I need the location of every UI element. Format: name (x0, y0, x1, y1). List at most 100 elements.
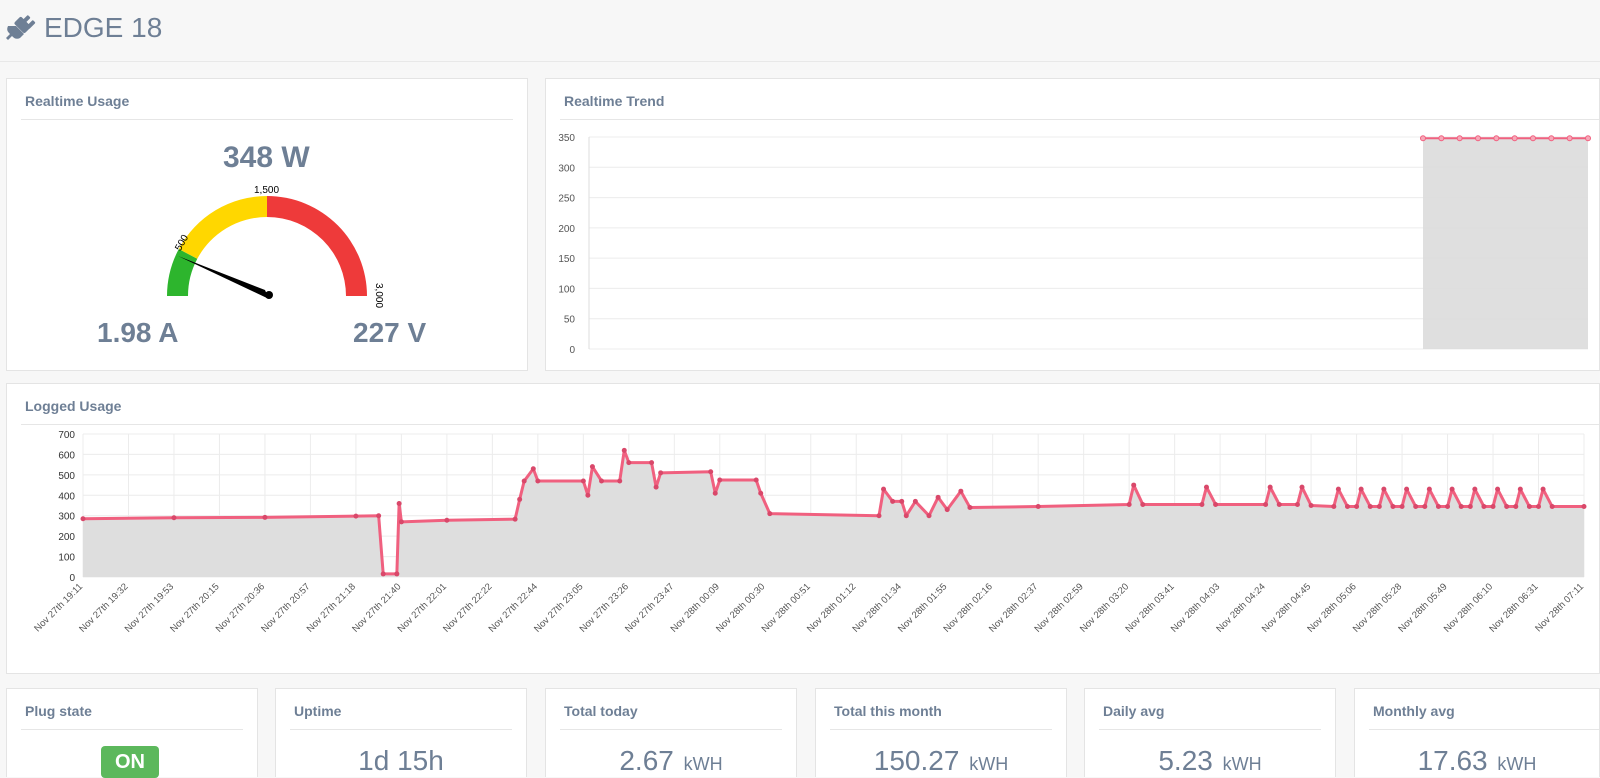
y-tick-label: 0 (569, 345, 575, 356)
plug-state-toggle[interactable]: ON (101, 746, 159, 778)
y-tick-label: 100 (58, 553, 75, 564)
usage-point (967, 505, 973, 511)
usage-point (80, 516, 86, 522)
usage-point (958, 488, 964, 494)
uptime-panel: Uptime 1d 15h (275, 688, 527, 777)
usage-point (1467, 504, 1473, 510)
usage-point (171, 515, 177, 521)
usage-point (1131, 482, 1137, 488)
usage-point (649, 460, 655, 466)
stat-unit: kWH (1497, 754, 1537, 774)
divider (21, 119, 513, 120)
trend-point (1548, 135, 1555, 142)
usage-point (530, 466, 536, 472)
trend-point (1566, 135, 1573, 142)
trend-point (1530, 135, 1536, 142)
divider (830, 729, 1052, 730)
panel-title: Logged Usage (25, 398, 122, 414)
usage-point (1526, 504, 1532, 510)
usage-point (1267, 484, 1273, 490)
stat-number: 2.67 (619, 745, 674, 776)
trend-point (1456, 135, 1463, 142)
panel-title: Realtime Trend (564, 93, 665, 109)
usage-point (712, 490, 718, 496)
divider (560, 729, 782, 730)
total-month-value: 150.27 kWH (816, 745, 1066, 777)
usage-point (1263, 501, 1269, 507)
divider (560, 119, 1599, 120)
trend-point (1493, 135, 1500, 142)
stat-number: 1d 15h (358, 745, 444, 776)
usage-point (1426, 486, 1432, 492)
plug-icon (6, 15, 36, 40)
usage-point (1140, 501, 1146, 507)
usage-area (83, 450, 1584, 577)
usage-point (1294, 501, 1300, 507)
usage-point (1381, 486, 1387, 492)
gauge-tick-3000: 3,000 (373, 283, 384, 308)
realtime-trend-panel: Realtime Trend 350 300 250 200 150 100 50 0 (545, 78, 1600, 371)
y-tick-label: 600 (58, 450, 75, 461)
daily-avg-panel: Daily avg 5.23 kWH (1084, 688, 1336, 777)
usage-point (1404, 486, 1410, 492)
trend-point (1475, 135, 1481, 142)
y-tick-label: 350 (558, 133, 575, 144)
amps-readout: 1.98 A (97, 317, 179, 348)
y-tick-label: 0 (69, 573, 75, 584)
usage-point (621, 447, 627, 453)
plug-state-panel: Plug state ON (6, 688, 258, 778)
divider (290, 729, 512, 730)
y-tick-label: 200 (58, 532, 75, 543)
usage-point (1481, 504, 1487, 510)
usage-point (1344, 504, 1350, 510)
trend-point (1438, 135, 1445, 142)
usage-point (1504, 504, 1510, 510)
y-tick-label: 300 (58, 512, 75, 523)
usage-point (1540, 486, 1546, 492)
usage-point (708, 469, 714, 475)
usage-point (1449, 486, 1455, 492)
gauge-needle-hub (265, 291, 273, 299)
usage-point (1399, 504, 1405, 510)
usage-point (1331, 504, 1337, 510)
usage-point (398, 519, 404, 525)
y-tick-label: 300 (558, 163, 575, 174)
usage-point (1203, 484, 1209, 490)
usage-point (396, 500, 402, 506)
uptime-value: 1d 15h (276, 745, 526, 777)
usage-point (1495, 486, 1501, 492)
usage-point (753, 477, 759, 483)
total-today-panel: Total today 2.67 kWH (545, 688, 797, 777)
realtime-trend-chart: 350 300 250 200 150 100 50 0 (558, 133, 1591, 356)
y-tick-label: 500 (58, 471, 75, 482)
y-tick-label: 150 (558, 254, 575, 265)
usage-point (617, 478, 623, 484)
usage-point (1490, 504, 1496, 510)
usage-point (1358, 486, 1364, 492)
gauge-high-band (267, 196, 367, 296)
divider (1099, 729, 1321, 730)
usage-point (1213, 501, 1219, 507)
usage-point (1422, 504, 1428, 510)
panel-title: Daily avg (1103, 703, 1165, 719)
usage-point (1513, 504, 1519, 510)
usage-point (580, 478, 586, 484)
total-today-value: 2.67 kWH (546, 745, 796, 777)
panel-title: Monthly avg (1373, 703, 1455, 719)
monthly-avg-value: 17.63 kWH (1355, 745, 1599, 777)
usage-point (444, 517, 450, 523)
stat-unit: kWH (1222, 754, 1262, 774)
trend-point (1511, 135, 1518, 142)
stat-number: 5.23 (1158, 745, 1213, 776)
usage-point (899, 498, 905, 504)
usage-point (1413, 504, 1419, 510)
y-tick-label: 250 (558, 194, 575, 205)
usage-point (881, 486, 887, 492)
usage-point (1390, 504, 1396, 510)
usage-point (1435, 504, 1441, 510)
gauge-needle (178, 256, 269, 299)
logged-usage-panel: Logged Usage 700 600 500 400 300 200 100 0 Nov 2… (6, 383, 1600, 674)
usage-point (1458, 504, 1464, 510)
gauge-mid-band (178, 196, 267, 259)
